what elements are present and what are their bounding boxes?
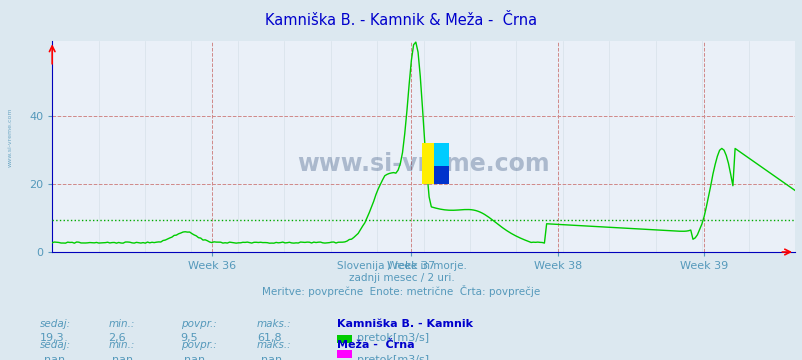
Text: 19,3: 19,3 [40,333,65,343]
Text: min.:: min.: [108,340,135,350]
Text: -nan: -nan [257,355,282,360]
Bar [422,143,434,184]
Text: -nan: -nan [180,355,205,360]
Text: -nan: -nan [40,355,65,360]
Text: 2,6: 2,6 [108,333,126,343]
Text: Kamniška B. - Kamnik & Meža -  Črna: Kamniška B. - Kamnik & Meža - Črna [265,13,537,28]
Text: pretok[m3/s]: pretok[m3/s] [357,333,429,343]
Text: povpr.:: povpr.: [180,319,217,329]
Text: Kamniška B. - Kamnik: Kamniška B. - Kamnik [337,319,472,329]
Text: www.si-vreme.com: www.si-vreme.com [8,107,13,167]
Bar [434,143,448,166]
Text: 61,8: 61,8 [257,333,282,343]
Text: sedaj:: sedaj: [40,319,71,329]
Text: zadnji mesec / 2 uri.: zadnji mesec / 2 uri. [348,273,454,283]
Text: min.:: min.: [108,319,135,329]
Text: maks.:: maks.: [257,319,291,329]
Text: povpr.:: povpr.: [180,340,217,350]
Text: Slovenija / reke in morje.: Slovenija / reke in morje. [336,261,466,271]
Text: maks.:: maks.: [257,340,291,350]
Bar [434,166,448,184]
Text: www.si-vreme.com: www.si-vreme.com [297,152,549,176]
Text: sedaj:: sedaj: [40,340,71,350]
Text: pretok[m3/s]: pretok[m3/s] [357,355,429,360]
Text: -nan: -nan [108,355,133,360]
Text: Meža -  Črna: Meža - Črna [337,340,415,350]
Text: Meritve: povprečne  Enote: metrične  Črta: povprečje: Meritve: povprečne Enote: metrične Črta:… [262,285,540,297]
Text: 9,5: 9,5 [180,333,198,343]
